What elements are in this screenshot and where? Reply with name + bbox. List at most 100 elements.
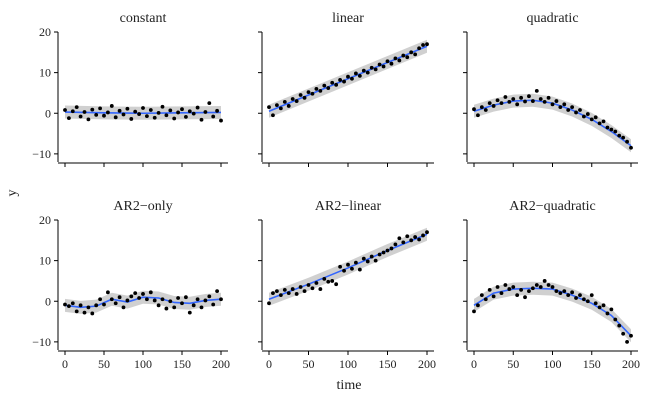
data-point <box>125 298 130 303</box>
y-tick-label: 20 <box>39 25 51 39</box>
data-point <box>389 61 394 66</box>
x-tick-label: 150 <box>173 357 191 371</box>
data-point <box>152 298 157 303</box>
data-point <box>271 291 275 296</box>
data-point <box>184 115 188 119</box>
data-point <box>605 311 610 316</box>
data-point <box>495 98 500 103</box>
facet-title: AR2−only <box>113 199 172 214</box>
data-point <box>207 101 212 105</box>
data-point <box>191 303 196 308</box>
data-point <box>211 114 216 119</box>
data-point <box>373 258 378 263</box>
data-point <box>377 62 382 67</box>
data-point <box>483 108 488 112</box>
data-point <box>562 102 567 107</box>
data-point <box>609 307 614 312</box>
data-point <box>322 83 327 88</box>
facets-layer: constant −10 0 10 20 linear quadratic AR2−only −… <box>32 11 640 371</box>
data-point <box>160 297 165 302</box>
data-point <box>491 294 496 299</box>
data-point <box>542 99 547 104</box>
data-point <box>550 102 555 107</box>
data-point <box>133 291 138 296</box>
data-point <box>271 113 275 118</box>
data-point <box>519 95 523 100</box>
y-tick-label: 0 <box>45 106 51 120</box>
data-point <box>574 296 578 300</box>
data-point <box>617 133 622 138</box>
data-point <box>137 296 142 300</box>
data-point <box>574 110 578 115</box>
data-point <box>342 79 346 84</box>
data-point <box>78 303 83 308</box>
trend-line <box>268 233 428 300</box>
data-point <box>507 287 512 291</box>
x-tick-label: 200 <box>212 357 230 371</box>
data-point <box>597 305 602 310</box>
data-point <box>558 291 563 296</box>
x-tick-label: 0 <box>471 357 477 371</box>
x-tick-label: 200 <box>622 357 640 371</box>
data-point <box>621 331 626 336</box>
data-point <box>113 301 118 306</box>
x-tick-label: 150 <box>583 357 601 371</box>
data-point <box>117 295 122 300</box>
data-point <box>476 113 480 118</box>
data-point <box>282 287 287 292</box>
data-point <box>405 234 410 239</box>
data-point <box>267 105 271 110</box>
data-point <box>597 121 602 126</box>
data-point <box>98 297 102 302</box>
trend-line <box>64 296 222 309</box>
data-point <box>519 287 523 292</box>
data-point <box>515 293 520 298</box>
data-point <box>334 82 339 87</box>
data-point <box>141 292 145 296</box>
data-point <box>219 297 223 302</box>
data-point <box>511 285 516 289</box>
data-point <box>361 256 366 261</box>
data-point <box>523 99 527 104</box>
data-point <box>593 301 598 306</box>
data-point <box>534 283 539 287</box>
data-point <box>67 116 71 121</box>
data-point <box>487 287 492 292</box>
data-point <box>617 323 622 328</box>
data-point <box>417 46 421 51</box>
facet-title: linear <box>332 11 364 26</box>
data-point <box>405 55 410 60</box>
data-point <box>527 289 531 293</box>
data-point <box>168 108 173 113</box>
data-point <box>145 114 149 118</box>
data-point <box>203 110 208 114</box>
data-point <box>507 99 512 104</box>
data-point <box>503 95 508 99</box>
data-point <box>180 301 184 306</box>
y-tick-label: −10 <box>32 147 51 161</box>
data-point <box>487 101 492 105</box>
data-point <box>385 59 390 64</box>
x-tick-label: 0 <box>62 357 68 371</box>
data-point <box>176 110 181 115</box>
data-point <box>278 106 283 111</box>
data-point <box>106 290 110 295</box>
data-point <box>479 293 484 298</box>
data-point <box>102 302 106 307</box>
facet-panel: constant −10 0 10 20 <box>32 11 228 167</box>
data-point <box>357 267 362 272</box>
data-point <box>121 305 126 310</box>
data-point <box>417 237 421 242</box>
data-point <box>527 94 531 99</box>
data-point <box>582 114 586 119</box>
data-point <box>503 283 508 287</box>
facet-title: AR2−quadratic <box>509 199 595 214</box>
data-point <box>70 109 75 114</box>
data-point <box>148 290 153 295</box>
facet-title: AR2−linear <box>315 199 382 214</box>
data-point <box>530 99 535 103</box>
data-point <box>168 299 173 304</box>
data-point <box>421 233 425 238</box>
data-point <box>413 235 418 239</box>
data-point <box>207 294 212 299</box>
